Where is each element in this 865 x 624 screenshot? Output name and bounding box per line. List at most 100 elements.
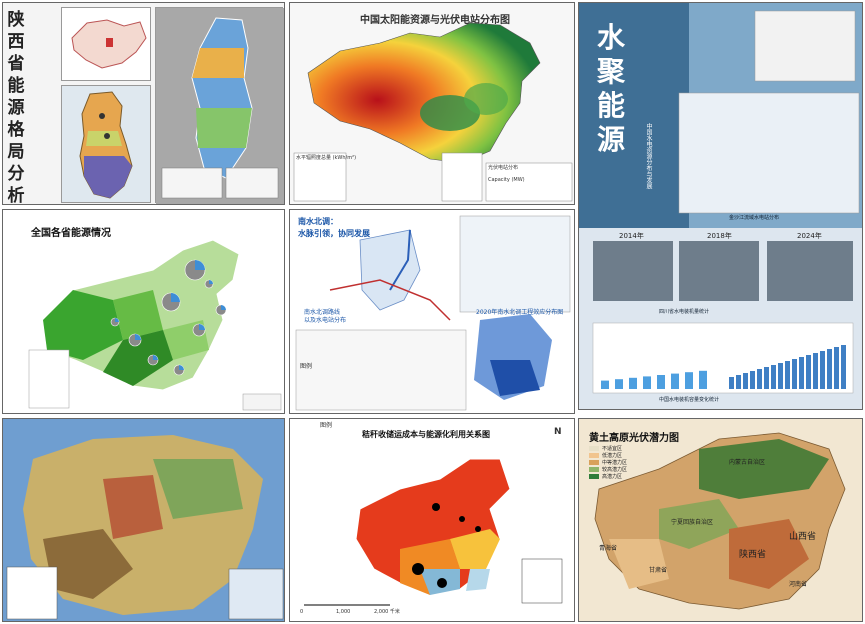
bar	[799, 357, 804, 389]
bar	[820, 351, 825, 389]
title-line2: 水脉引领，协同发展	[298, 229, 370, 238]
province-label: 青海省	[599, 545, 618, 552]
bar	[729, 377, 734, 389]
map-caption2: 以及水电站分布	[304, 317, 347, 324]
pie-slice	[179, 365, 184, 370]
legend-title: 图例	[320, 422, 333, 429]
legend-title: 水平辐照度总量 (kWh/m²)	[296, 155, 357, 161]
legend-label: 较高潜力区	[602, 467, 628, 473]
pie-slice	[221, 305, 226, 310]
panel-shaanxi-energy-map[interactable]: 陕西省能源格局分析图	[2, 2, 285, 205]
bar	[743, 373, 748, 389]
hydro-background	[579, 3, 862, 409]
bar	[764, 367, 769, 389]
legend-item: 不适宜区	[589, 445, 627, 452]
legend-label: 高潜力区	[602, 474, 623, 480]
bar	[601, 380, 609, 389]
chart-caption: 中国水电装机容量变化统计	[659, 397, 720, 403]
legend2-title: 光伏电站分布	[488, 165, 519, 171]
legend-swatch	[589, 446, 599, 451]
pie-slice	[209, 280, 213, 284]
pie-slice	[115, 318, 119, 322]
scale-0: 0	[300, 609, 304, 615]
water-diversion-map	[295, 215, 571, 411]
pv-legend: 不适宜区 低潜力区 中等潜力区 较高潜力区 高潜力区	[589, 445, 627, 480]
straw-choropleth	[304, 458, 563, 606]
bar	[785, 361, 790, 389]
province-label: 宁夏回族自治区	[671, 519, 714, 526]
year-2018: 2018年	[707, 232, 732, 240]
bar	[827, 349, 832, 389]
bar	[841, 345, 846, 389]
map-caption3: 2020年南水北调工程效应分布图	[476, 309, 564, 316]
pie-slice	[199, 324, 205, 330]
legend-title: 图例	[300, 363, 313, 370]
legend-item: 中等潜力区	[589, 459, 627, 466]
bar	[736, 375, 741, 389]
legend-swatch	[589, 460, 599, 465]
panel-solar-resource-map[interactable]: 中国太阳能资源与光伏电站分布图 水平辐照度总量 (kWh/m²) 光伏电站分布 …	[289, 2, 575, 205]
pie-slice	[171, 293, 180, 302]
panel-south-north-water[interactable]: 南水北调： 水脉引领，协同发展 南水北调路线 以及水电站分布 2020年南水北调…	[289, 209, 575, 414]
capacity-label: Capacity (MW)	[488, 177, 525, 183]
solar-heatmap	[293, 22, 573, 202]
province-label: 陕西省	[739, 550, 767, 560]
bar	[806, 355, 811, 389]
terrain-map	[3, 419, 284, 621]
caption-jinsha: 金沙江流域水电站分布	[729, 215, 780, 221]
panel-loess-pv-potential[interactable]: 黄土高原光伏潜力图 不适宜区 低潜力区 中等潜力区 较高潜力区 高潜力区 内蒙古自治区山…	[578, 418, 863, 622]
year-2024: 2024年	[797, 232, 822, 240]
legend-item: 低潜力区	[589, 452, 627, 459]
year-2014: 2014年	[619, 232, 644, 240]
bar	[671, 373, 679, 389]
bar	[771, 365, 776, 389]
pie-slice	[153, 355, 158, 360]
panel-hydro-energy[interactable]: 水聚能源 中国水电资源分布与发展 金沙江流域水电站分布 2014年 2018年 …	[578, 2, 863, 410]
legend-swatch	[589, 474, 599, 479]
bar	[629, 377, 637, 389]
pie-markers	[110, 259, 227, 376]
north-arrow-icon: N	[554, 427, 562, 437]
loess-pv-map	[594, 432, 846, 610]
bar	[834, 347, 839, 389]
panel-title: 陕西省能源格局分析图	[7, 10, 25, 205]
province-label: 内蒙古自治区	[729, 459, 766, 466]
panel-terrain-energy-map[interactable]	[2, 418, 285, 622]
bar	[699, 370, 707, 389]
inset-energy-layout-map	[155, 7, 284, 204]
province-label: 河南省	[789, 581, 808, 588]
caption-sichuan: 四川省水电装机量统计	[659, 309, 710, 315]
province-label: 甘肃省	[649, 567, 668, 574]
inset-locator-map	[61, 7, 151, 81]
pie-slice	[135, 334, 141, 340]
bar	[643, 376, 651, 389]
panel-provincial-energy[interactable]: 全国各省能源情况	[2, 209, 285, 414]
legend-label: 低潜力区	[602, 453, 623, 459]
bar	[615, 379, 623, 389]
hydro-title: 水聚能源	[597, 21, 626, 156]
legend-label: 中等潜力区	[602, 460, 628, 466]
bar	[792, 359, 797, 389]
title-line1: 南水北调：	[298, 217, 338, 226]
bar	[778, 363, 783, 389]
panel-title: 中国太阳能资源与光伏电站分布图	[360, 15, 510, 26]
bar	[813, 353, 818, 389]
legend-swatch	[589, 453, 599, 458]
panel-title: 黄土高原光伏潜力图	[589, 433, 679, 444]
bar	[757, 369, 762, 389]
legend-label: 不适宜区	[602, 446, 623, 452]
panel-title: 秸秆收储运成本与能源化利用关系图	[362, 430, 490, 439]
legend-item: 较高潜力区	[589, 466, 627, 473]
scale-2000: 2,000 千米	[374, 609, 400, 615]
legend-swatch	[589, 467, 599, 472]
hydro-bar-chart	[601, 345, 846, 389]
map-caption1: 南水北调路线	[304, 309, 341, 316]
panel-straw-cost-map[interactable]: 秸秆收储运成本与能源化利用关系图 图例 N 0 1,000 2,000 千米	[289, 418, 575, 622]
panel-title: 全国各省能源情况	[31, 228, 111, 239]
bar	[657, 375, 665, 389]
scale-1000: 1,000	[336, 609, 351, 615]
hydro-subtitle: 中国水电资源分布与发展	[645, 123, 652, 189]
legend-item: 高潜力区	[589, 473, 627, 480]
pie-slice	[195, 260, 205, 270]
province-label: 山西省	[789, 532, 817, 542]
